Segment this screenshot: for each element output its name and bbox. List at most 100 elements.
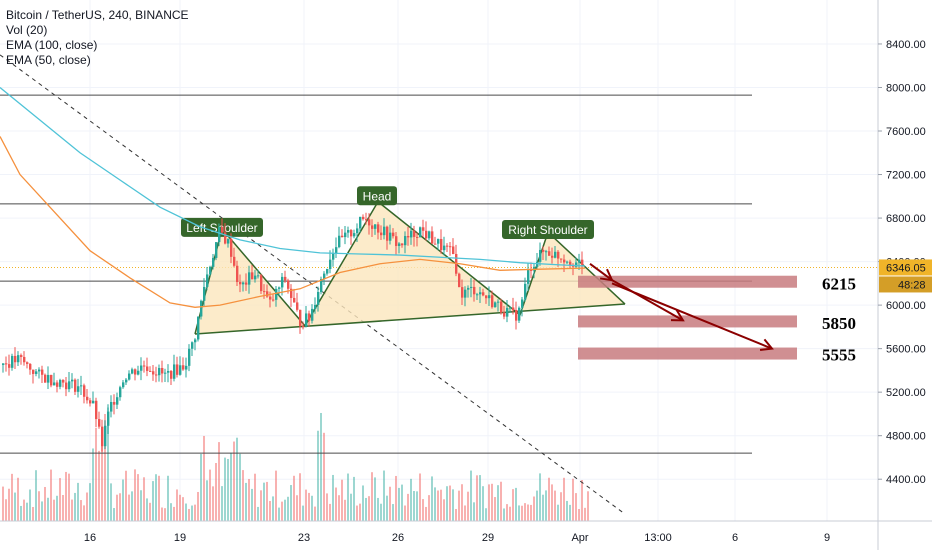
candle-body [32, 369, 35, 374]
candle-body [494, 302, 497, 308]
candle-body [191, 342, 194, 349]
volume-bar [257, 506, 259, 521]
candle-body [215, 242, 218, 258]
candle-body [158, 367, 161, 376]
candle-body [17, 355, 20, 363]
candle-body [29, 363, 32, 370]
volume-bar [551, 484, 553, 521]
candle-body [275, 288, 278, 300]
candle-body [374, 224, 377, 229]
volume-bar [80, 500, 82, 521]
volume-bar [563, 477, 565, 521]
volume-bar [215, 463, 217, 521]
candle-body [209, 266, 212, 275]
target-zone [578, 275, 797, 288]
volume-bar [101, 444, 103, 521]
volume-bar [119, 493, 121, 521]
volume-bar [38, 491, 40, 521]
candle-body [473, 286, 476, 295]
candle-body [521, 299, 524, 308]
candle-body [164, 372, 167, 374]
candle-body [338, 235, 341, 248]
volume-bar [416, 491, 418, 521]
candle-body [503, 312, 506, 317]
candle-body [254, 275, 257, 280]
volume-bar [446, 486, 448, 521]
candle-body [284, 276, 287, 281]
volume-bar [152, 481, 154, 521]
candle-body [107, 411, 110, 426]
volume-bar [266, 481, 268, 521]
candle-body [464, 289, 467, 298]
candle-body [461, 287, 464, 298]
volume-bar [524, 503, 526, 521]
candle-body [539, 249, 542, 262]
volume-bar [422, 499, 424, 521]
legend-ema100[interactable]: EMA (100, close) [6, 38, 98, 52]
legend-symbol[interactable]: Bitcoin / TetherUS, 240, BINANCE [6, 8, 189, 22]
candle-body [476, 294, 479, 296]
volume-bar [323, 432, 325, 521]
candle-body [320, 278, 323, 292]
volume-bar [260, 490, 262, 521]
volume-bar [113, 508, 115, 521]
candle-body [200, 300, 203, 317]
volume-bar [254, 473, 256, 521]
volume-bar [104, 413, 106, 521]
candle-body [488, 295, 491, 299]
candle-body [137, 370, 140, 375]
volume-bar [98, 450, 100, 521]
target-label: 6215 [822, 274, 856, 293]
volume-bar [404, 505, 406, 521]
volume-bar [464, 505, 466, 521]
candle-body [512, 307, 515, 311]
volume-bar [347, 473, 349, 521]
ema50-line [0, 136, 586, 308]
volume-bar [443, 499, 445, 521]
time-tick-label: 26 [392, 532, 404, 544]
volume-bar [554, 490, 556, 521]
volume-bar [521, 505, 523, 521]
target-zone [578, 347, 797, 360]
volume-bar [311, 495, 313, 521]
volume-bar [242, 470, 244, 521]
volume-bar [293, 475, 295, 521]
candle-body [224, 232, 227, 244]
candle-body [392, 232, 395, 237]
volume-bar [338, 495, 340, 521]
volume-bar [143, 477, 145, 521]
volume-bar [32, 506, 34, 521]
volume-bar [5, 499, 7, 521]
candle-body [152, 371, 155, 375]
candle-body [458, 273, 461, 288]
candle-body [386, 226, 389, 241]
volume-bar [485, 508, 487, 521]
candle-body [146, 366, 149, 371]
volume-bar [545, 490, 547, 521]
candle-body [296, 302, 299, 310]
candle-body [395, 236, 398, 246]
volume-bar [65, 471, 67, 521]
candle-body [149, 370, 152, 372]
candle-body [452, 246, 455, 254]
volume-bar [197, 491, 199, 521]
time-tick-label: 9 [824, 532, 830, 544]
volume-bar [155, 474, 157, 521]
volume-bar [575, 493, 577, 521]
volume-bar [410, 478, 412, 521]
candle-body [365, 219, 368, 221]
volume-bar [314, 506, 316, 521]
legend-ema50[interactable]: EMA (50, close) [6, 53, 91, 67]
volume-bar [125, 470, 127, 521]
volume-bar [164, 508, 166, 521]
volume-bar [365, 497, 367, 521]
volume-bar [371, 472, 373, 521]
candle-body [131, 369, 134, 374]
legend-volume[interactable]: Vol (20) [6, 23, 48, 37]
volume-bar [455, 508, 457, 521]
candle-body [89, 400, 92, 404]
volume-bar [128, 494, 130, 521]
volume-bar [122, 479, 124, 521]
volume-bar [572, 478, 574, 521]
